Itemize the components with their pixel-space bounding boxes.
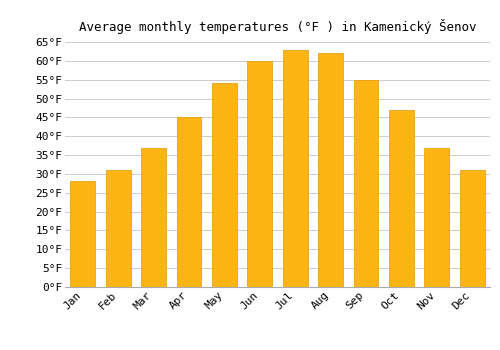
Bar — [389, 110, 414, 287]
Bar — [141, 148, 166, 287]
Bar — [424, 148, 450, 287]
Bar — [318, 53, 343, 287]
Bar — [283, 50, 308, 287]
Bar — [106, 170, 130, 287]
Bar — [248, 61, 272, 287]
Bar — [212, 83, 237, 287]
Title: Average monthly temperatures (°F ) in Kamenický Šenov: Average monthly temperatures (°F ) in Ka… — [79, 19, 476, 34]
Bar — [460, 170, 484, 287]
Bar — [354, 80, 378, 287]
Bar — [176, 117, 202, 287]
Bar — [70, 181, 95, 287]
